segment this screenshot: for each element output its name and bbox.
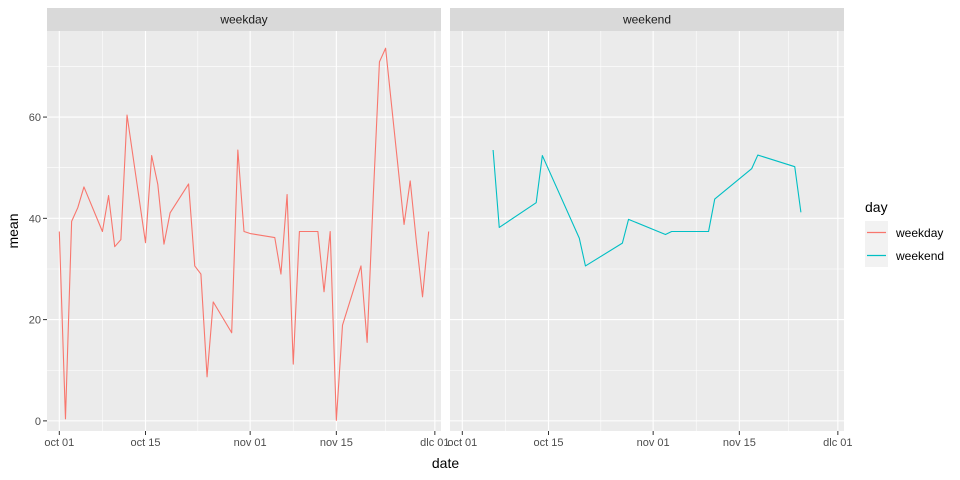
series-line-weekend xyxy=(492,149,802,267)
facet-strip-label: weekend xyxy=(622,13,671,27)
y-tick-label: 0 xyxy=(35,416,41,428)
x-tick-label: oct 01 xyxy=(44,437,74,449)
legend-label: weekend xyxy=(895,249,944,263)
x-tick-label: nov 15 xyxy=(723,437,756,449)
y-axis-title: mean xyxy=(5,213,21,248)
x-tick-label: nov 01 xyxy=(637,437,670,449)
y-tick-label: 20 xyxy=(29,315,41,327)
legend-label: weekday xyxy=(895,226,943,240)
x-tick-label: nov 01 xyxy=(234,437,267,449)
legend-title: day xyxy=(865,199,888,215)
y-tick-label: 60 xyxy=(29,112,41,124)
x-tick-label: dlc 01 xyxy=(420,437,449,449)
series-line-weekday xyxy=(58,47,430,421)
x-tick-label: nov 15 xyxy=(320,437,353,449)
x-axis-title: date xyxy=(432,455,459,471)
y-tick-label: 40 xyxy=(29,213,41,225)
facet-strip xyxy=(47,8,441,31)
x-tick-label: oct 15 xyxy=(534,437,564,449)
panel-background xyxy=(450,31,844,431)
x-tick-label: oct 01 xyxy=(447,437,477,449)
x-tick-label: oct 15 xyxy=(131,437,161,449)
x-tick-label: dlc 01 xyxy=(823,437,852,449)
facet-strip xyxy=(450,8,844,31)
facet-strip-label: weekday xyxy=(219,13,267,27)
